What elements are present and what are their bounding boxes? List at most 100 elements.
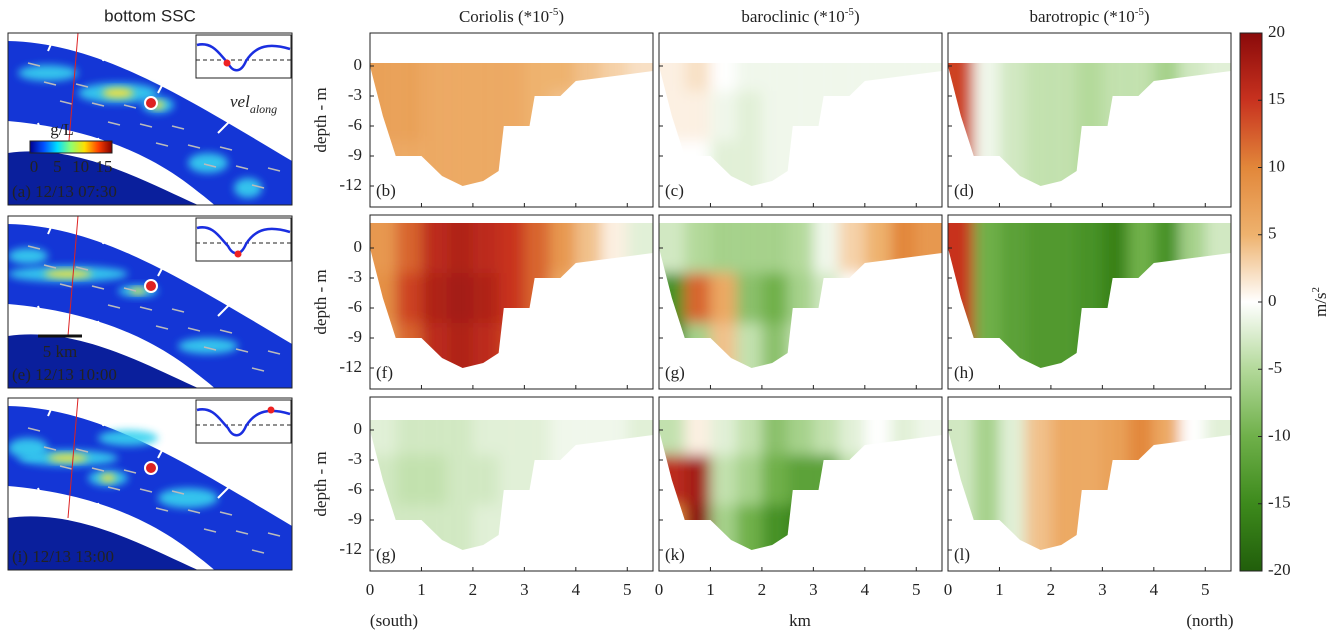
field-cell bbox=[550, 91, 576, 141]
velocity-arrow bbox=[155, 142, 169, 147]
field-cell bbox=[395, 505, 422, 550]
field-cell bbox=[948, 455, 974, 505]
x-tick-label: 5 bbox=[623, 580, 632, 599]
panel-label: (g) bbox=[665, 363, 685, 382]
velocity-arrow bbox=[267, 532, 281, 537]
field-cell bbox=[839, 223, 865, 273]
field-cell bbox=[1025, 420, 1051, 455]
y-tick-label: -6 bbox=[348, 297, 362, 316]
velocity-arrow bbox=[123, 104, 137, 109]
field-cell bbox=[684, 455, 711, 505]
field-cell bbox=[1102, 420, 1129, 455]
field-cell bbox=[472, 455, 499, 505]
field-cell bbox=[395, 223, 422, 273]
velocity-arrow bbox=[267, 350, 281, 355]
field-cell bbox=[498, 223, 525, 273]
field-cell bbox=[864, 505, 891, 550]
field-cell bbox=[1153, 63, 1180, 91]
velocity-arrow bbox=[203, 163, 217, 168]
x-tick-label: 1 bbox=[995, 580, 1004, 599]
x-tick-label: 5 bbox=[1201, 580, 1210, 599]
field-cell bbox=[370, 63, 396, 91]
column-title-end: ) bbox=[1144, 7, 1150, 26]
field-cell bbox=[1128, 273, 1154, 323]
field-cell bbox=[839, 420, 865, 455]
field-cell bbox=[1153, 505, 1180, 550]
field-cell bbox=[839, 505, 865, 550]
velocity-arrow bbox=[219, 511, 233, 516]
ssc-blob bbox=[188, 153, 228, 173]
field-cell bbox=[575, 91, 602, 141]
field-cell bbox=[787, 223, 814, 273]
ssc-core bbox=[102, 88, 134, 98]
field-cell bbox=[761, 63, 788, 91]
velocity-arrow bbox=[27, 245, 41, 250]
velocity-arrow bbox=[219, 146, 233, 151]
field-cell bbox=[1102, 223, 1129, 273]
velocity-arrow bbox=[203, 346, 217, 351]
map-panel: (e) 12/13 10:00 bbox=[7, 215, 293, 389]
panel-label: (g) bbox=[376, 545, 396, 564]
inset-frame bbox=[195, 399, 292, 444]
field-cell bbox=[948, 223, 974, 273]
field-cell bbox=[890, 223, 917, 273]
field-cell bbox=[421, 91, 448, 141]
ssc-blob bbox=[158, 488, 218, 508]
y-tick-label: 0 bbox=[354, 419, 363, 438]
ssc-core bbox=[48, 454, 88, 462]
panel-label: (f) bbox=[376, 363, 393, 382]
colorbar-label: m/s2 bbox=[1310, 287, 1330, 317]
field-cell bbox=[813, 223, 840, 273]
field-cell bbox=[813, 455, 840, 505]
field-cell bbox=[659, 63, 685, 91]
column-title-end: ) bbox=[854, 7, 860, 26]
field-cell bbox=[421, 273, 448, 323]
panel-frame bbox=[658, 214, 943, 390]
field-cell bbox=[1076, 323, 1103, 368]
field-cell bbox=[1025, 91, 1051, 141]
map-panel: (a) 12/13 07:30 bbox=[7, 32, 293, 206]
field-cell bbox=[370, 420, 396, 455]
x-tick-label: 1 bbox=[706, 580, 715, 599]
y-tick-label: -12 bbox=[339, 175, 362, 194]
x-tick-label: 0 bbox=[944, 580, 953, 599]
ssc-blob bbox=[178, 338, 238, 354]
ssc-blob bbox=[18, 65, 78, 81]
field-cell bbox=[973, 273, 1000, 323]
field-cell bbox=[736, 455, 762, 505]
field-cell bbox=[472, 323, 499, 368]
velocity-arrow bbox=[251, 184, 265, 189]
field-cell bbox=[761, 323, 788, 368]
field-cell bbox=[890, 141, 917, 186]
velocity-arrow bbox=[75, 448, 89, 453]
field-cell bbox=[395, 63, 422, 91]
field-cell bbox=[550, 505, 576, 550]
field-cell bbox=[761, 273, 788, 323]
velocity-arrow bbox=[91, 285, 105, 290]
transect bbox=[67, 33, 79, 154]
field-cell bbox=[684, 273, 711, 323]
field-cell bbox=[575, 505, 602, 550]
field-cell bbox=[1128, 455, 1154, 505]
field-cell bbox=[999, 273, 1026, 323]
field-cell bbox=[736, 141, 762, 186]
map-frame bbox=[7, 215, 293, 389]
field-cell bbox=[659, 91, 685, 141]
field-cell bbox=[1102, 141, 1129, 186]
field-cell bbox=[1050, 273, 1077, 323]
panel-frame bbox=[658, 32, 943, 208]
field-cell bbox=[472, 505, 499, 550]
velocity-arrow bbox=[203, 528, 217, 533]
field-cell bbox=[1128, 91, 1154, 141]
field-cell bbox=[575, 63, 602, 91]
field-cell bbox=[472, 141, 499, 186]
field-cell bbox=[447, 141, 473, 186]
river-band bbox=[8, 406, 292, 570]
field-cell bbox=[524, 455, 551, 505]
field-cell bbox=[1128, 223, 1154, 273]
velocity-arrow bbox=[251, 367, 265, 372]
velocity-arrow bbox=[91, 102, 105, 107]
column-title: baroclinic (*10-5) bbox=[741, 6, 859, 26]
field-cell bbox=[864, 63, 891, 91]
field-cell bbox=[864, 141, 891, 186]
